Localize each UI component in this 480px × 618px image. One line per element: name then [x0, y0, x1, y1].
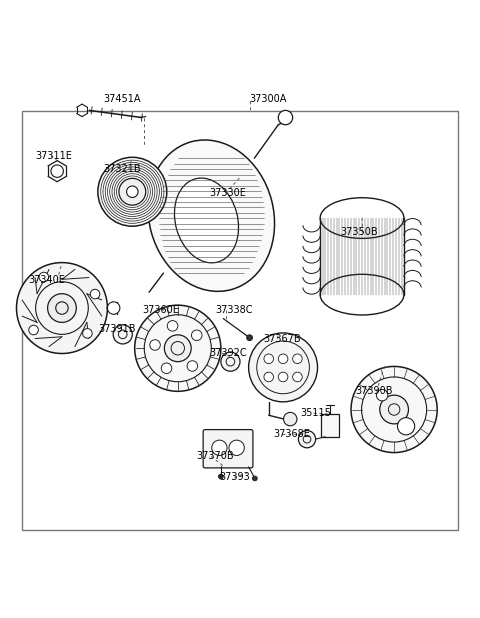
Text: 37370B: 37370B — [196, 451, 234, 462]
Circle shape — [164, 335, 191, 362]
Text: 37340E: 37340E — [28, 275, 65, 286]
Text: 37367B: 37367B — [263, 334, 300, 344]
Circle shape — [264, 372, 274, 382]
Circle shape — [218, 474, 223, 479]
Ellipse shape — [320, 274, 404, 315]
Circle shape — [380, 395, 408, 424]
Text: 35115: 35115 — [300, 408, 331, 418]
Circle shape — [264, 354, 274, 363]
Circle shape — [16, 263, 108, 353]
Circle shape — [127, 186, 138, 198]
Ellipse shape — [148, 140, 275, 291]
FancyBboxPatch shape — [203, 430, 253, 468]
Text: 37311E: 37311E — [35, 151, 72, 161]
Text: 37330E: 37330E — [209, 188, 246, 198]
Circle shape — [168, 321, 178, 331]
Ellipse shape — [174, 178, 239, 263]
FancyBboxPatch shape — [322, 414, 338, 437]
Circle shape — [187, 361, 198, 371]
Text: 37360E: 37360E — [142, 305, 179, 315]
Circle shape — [108, 302, 120, 315]
Circle shape — [119, 179, 146, 205]
Text: 37451A: 37451A — [104, 95, 141, 104]
Circle shape — [192, 330, 202, 341]
Circle shape — [90, 289, 100, 299]
Circle shape — [221, 352, 240, 371]
Text: 37368E: 37368E — [274, 430, 311, 439]
Circle shape — [150, 340, 160, 350]
Circle shape — [278, 354, 288, 363]
Circle shape — [376, 389, 388, 401]
Circle shape — [293, 372, 302, 382]
Text: 37350B: 37350B — [340, 227, 378, 237]
Circle shape — [351, 366, 437, 452]
Bar — [22, 111, 458, 530]
Circle shape — [39, 273, 48, 282]
Circle shape — [135, 305, 221, 391]
Circle shape — [83, 329, 92, 338]
Ellipse shape — [320, 198, 404, 239]
Circle shape — [397, 418, 415, 435]
Text: 37321B: 37321B — [104, 164, 141, 174]
Circle shape — [212, 440, 227, 455]
Text: 37300A: 37300A — [250, 95, 287, 104]
Circle shape — [161, 363, 172, 373]
Text: 37338C: 37338C — [215, 305, 252, 315]
Text: 37390B: 37390B — [355, 386, 392, 396]
Circle shape — [48, 294, 76, 323]
Circle shape — [284, 412, 297, 426]
Circle shape — [252, 476, 257, 481]
Circle shape — [29, 325, 38, 335]
Circle shape — [278, 111, 293, 125]
Circle shape — [98, 157, 167, 226]
Circle shape — [278, 372, 288, 382]
Circle shape — [299, 431, 316, 448]
Text: 37391B: 37391B — [99, 324, 136, 334]
Circle shape — [229, 440, 244, 455]
Circle shape — [293, 354, 302, 363]
Circle shape — [249, 333, 318, 402]
Text: 37392C: 37392C — [209, 348, 247, 358]
Circle shape — [247, 335, 252, 341]
Text: 37393: 37393 — [219, 473, 250, 483]
Circle shape — [113, 325, 132, 344]
